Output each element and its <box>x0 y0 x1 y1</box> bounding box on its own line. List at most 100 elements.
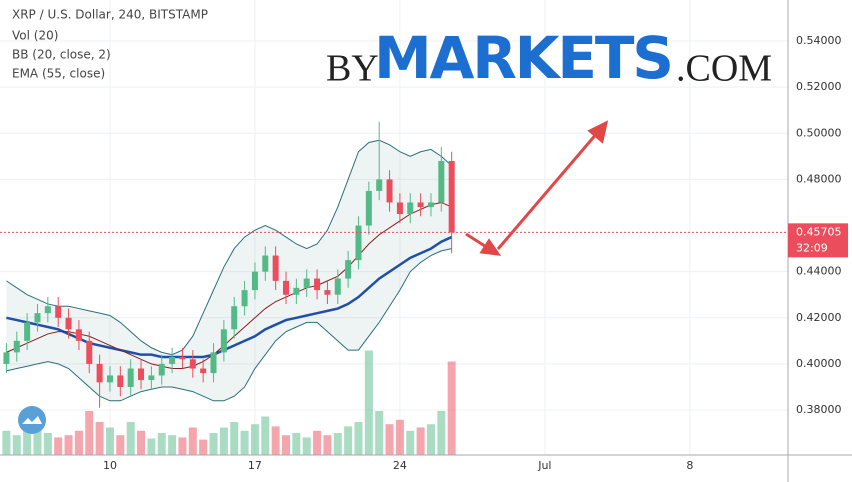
volume-bar <box>219 427 228 455</box>
candle-body <box>65 317 72 330</box>
last-price-box <box>788 223 848 258</box>
x-tick-label: 10 <box>103 459 117 472</box>
volume-bar <box>188 427 197 455</box>
x-tick-label: 17 <box>248 459 262 472</box>
indicator-label: EMA (55, close) <box>12 67 105 81</box>
y-tick-label: 0.42000 <box>796 311 842 324</box>
volume-bar <box>395 419 404 455</box>
candle-body <box>13 340 20 353</box>
candle-body <box>148 375 155 381</box>
candle-body <box>106 375 113 383</box>
volume-bar <box>147 438 156 455</box>
volume-bar <box>105 427 114 455</box>
candle-body <box>24 322 31 341</box>
volume-bar <box>23 422 32 455</box>
volume-bar <box>313 430 322 455</box>
candle-body <box>396 202 403 215</box>
volume-bar <box>375 411 384 455</box>
candle-body <box>189 359 196 369</box>
candle-body <box>158 363 165 376</box>
candle-body <box>303 278 310 288</box>
indicator-line <box>6 248 452 402</box>
volume-bar <box>33 427 42 455</box>
volume-bar <box>426 424 435 455</box>
last-price-label: 0.45705 <box>796 225 842 238</box>
candle-body <box>334 278 341 295</box>
candle-body <box>117 375 124 387</box>
y-tick-label: 0.54000 <box>796 34 842 47</box>
volume-bar <box>437 411 446 455</box>
volume-bar <box>199 439 208 455</box>
candle-body <box>272 255 279 281</box>
countdown-label: 32:09 <box>796 241 828 254</box>
volume-bar <box>2 430 11 455</box>
indicator-label: BB (20, close, 2) <box>12 48 111 62</box>
candle-body <box>427 202 434 208</box>
volume-bar <box>385 424 394 455</box>
candle-body <box>179 356 186 360</box>
candle-body <box>448 160 455 233</box>
logo <box>18 406 46 434</box>
candle-body <box>324 290 331 295</box>
candle-body <box>55 306 62 318</box>
volume-bar <box>12 435 21 455</box>
x-tick-label: Jul <box>537 459 551 472</box>
volume-bar <box>209 433 218 455</box>
candle-body <box>355 225 362 261</box>
volume-bar <box>261 416 270 455</box>
candle-body <box>251 271 258 291</box>
y-tick-label: 0.40000 <box>796 357 842 370</box>
candle-body <box>127 368 134 387</box>
volume-bar <box>85 411 94 455</box>
candle-body <box>241 290 248 307</box>
volume-bar <box>43 433 52 455</box>
candle-body <box>44 306 51 314</box>
x-tick-label: 8 <box>686 459 693 472</box>
volume-bar <box>178 437 187 455</box>
volume-bar <box>250 424 259 455</box>
candle-body <box>417 202 424 208</box>
candle-body <box>210 352 217 374</box>
volume-bar <box>116 435 125 455</box>
watermark-prefix: BY <box>326 48 379 90</box>
bb-fill <box>6 140 452 401</box>
candle-body <box>86 340 93 364</box>
volume-bar <box>230 422 239 455</box>
candle-body <box>3 352 10 364</box>
volume-bar <box>95 422 104 455</box>
indicator-label: Vol (20) <box>12 29 58 43</box>
volume-bar <box>168 435 177 455</box>
volume-bar <box>240 430 249 455</box>
y-tick-label: 0.50000 <box>796 126 842 139</box>
candle-body <box>314 278 321 291</box>
volume-bar <box>323 435 332 455</box>
candle-body <box>386 179 393 203</box>
indicator-line <box>6 139 453 356</box>
volume-bar <box>416 427 425 455</box>
volume-bar <box>406 430 415 455</box>
volume-bar <box>354 422 363 455</box>
candle-body <box>75 329 82 341</box>
watermark-suffix: .COM <box>676 48 772 90</box>
y-tick-label: 0.52000 <box>796 80 842 93</box>
candle-body <box>200 368 207 374</box>
volume-bar <box>447 361 456 455</box>
chart-title: XRP / U.S. Dollar, 240, BITSTAMP <box>12 8 208 22</box>
volume-bar <box>344 426 353 455</box>
volume-bar <box>333 433 342 455</box>
volume-bar <box>54 437 63 455</box>
candle-body <box>34 313 41 323</box>
volume-bar <box>292 433 301 455</box>
y-tick-label: 0.48000 <box>796 172 842 185</box>
annotation-arrow <box>465 120 609 256</box>
volume-bar <box>281 435 290 455</box>
candle-body <box>169 356 176 364</box>
y-tick-label: 0.44000 <box>796 265 842 278</box>
candle-body <box>345 260 352 279</box>
candle-body <box>231 306 238 330</box>
candle-body <box>96 363 103 383</box>
volume-bar <box>126 422 135 455</box>
candle-body <box>262 255 269 272</box>
volume-bar <box>302 437 311 455</box>
